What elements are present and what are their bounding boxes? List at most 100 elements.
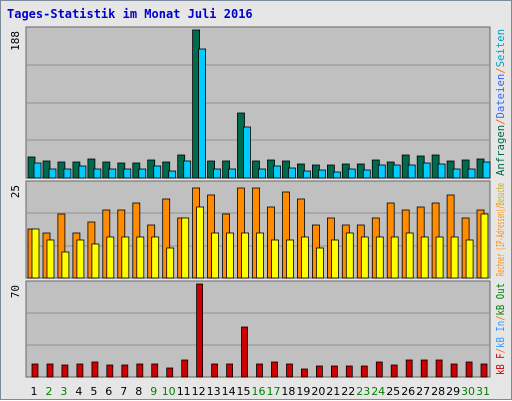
bar-requests-b-day-14 <box>228 168 237 179</box>
bar-kbf-a-day-31 <box>480 363 488 378</box>
bar-requests-b-day-20 <box>317 169 326 179</box>
bar-visits-b-day-23 <box>360 236 369 279</box>
bar-requests-b-day-1 <box>33 162 42 179</box>
bar-requests-b-day-12 <box>198 48 207 179</box>
bar-requests-b-day-30 <box>467 168 476 179</box>
side-legend-item: Besuche <box>494 183 507 205</box>
bar-visits-b-day-26 <box>405 232 414 279</box>
bar-requests-b-day-25 <box>392 164 401 179</box>
bar-visits-a-day-10 <box>162 198 171 279</box>
x-tick-day-16: 16 <box>252 385 266 398</box>
bar-kbf-a-day-2 <box>46 363 54 378</box>
x-tick-day-22: 22 <box>341 385 355 398</box>
x-tick-day-24: 24 <box>371 385 385 398</box>
bar-visits-b-day-27 <box>420 236 429 279</box>
bar-kbf-a-day-18 <box>286 363 293 378</box>
bar-requests-b-day-22 <box>347 168 356 179</box>
bar-kbf-a-day-14 <box>226 363 234 378</box>
side-legend-bottom: kB F/kB In/kB Out <box>494 283 507 375</box>
bar-requests-b-day-16 <box>258 168 266 179</box>
bar-kbf-a-day-27 <box>420 359 428 378</box>
x-tick-day-20: 20 <box>311 385 325 398</box>
bar-visits-b-day-5 <box>91 243 100 279</box>
bar-requests-b-day-27 <box>422 162 431 179</box>
bar-visits-b-day-21 <box>330 239 339 279</box>
x-tick-day-12: 12 <box>192 385 206 398</box>
bar-visits-b-day-9 <box>151 236 160 279</box>
bar-kbf-a-day-28 <box>435 359 443 378</box>
bar-visits-b-day-10 <box>166 247 175 279</box>
x-tick-day-7: 7 <box>120 385 127 398</box>
x-tick-day-17: 17 <box>267 385 281 398</box>
bar-kbf-a-day-11 <box>181 359 189 378</box>
bar-kbf-a-day-20 <box>315 365 323 378</box>
bar-requests-a-day-5 <box>87 158 96 179</box>
bar-kbf-a-day-23 <box>360 365 368 378</box>
bar-requests-b-day-18 <box>288 167 296 179</box>
x-tick-day-5: 5 <box>90 385 97 398</box>
bar-visits-b-day-8 <box>136 236 145 279</box>
bar-requests-b-day-26 <box>407 164 416 179</box>
bar-visits-b-day-19 <box>300 236 309 279</box>
bar-visits-b-day-7 <box>121 236 130 279</box>
side-legend-item: / <box>494 348 507 353</box>
bar-requests-a-day-21 <box>326 164 335 179</box>
bar-kbf-a-day-30 <box>465 361 473 378</box>
bar-requests-b-day-23 <box>362 169 371 179</box>
side-legend-item: / <box>494 67 507 73</box>
chart-title: Tages-Statistik im Monat Juli 2016 <box>7 7 253 21</box>
bar-visits-b-day-13 <box>211 232 220 279</box>
x-tick-day-2: 2 <box>46 385 53 398</box>
bar-requests-b-day-29 <box>452 168 461 179</box>
x-tick-day-28: 28 <box>431 385 445 398</box>
side-legend-item: Seiten <box>494 29 507 67</box>
bar-requests-b-day-11 <box>183 160 192 179</box>
bar-requests-b-day-17 <box>273 165 281 179</box>
bar-visits-a-day-29 <box>446 194 455 279</box>
x-tick-day-18: 18 <box>281 385 295 398</box>
bar-requests-b-day-21 <box>332 171 341 179</box>
bar-requests-b-day-24 <box>377 164 386 179</box>
bar-kbf-a-day-26 <box>405 359 413 378</box>
bar-requests-b-day-15 <box>243 126 251 179</box>
bar-visits-b-day-4 <box>76 239 85 279</box>
bar-requests-b-day-5 <box>93 168 102 179</box>
x-tick-day-25: 25 <box>386 385 400 398</box>
bar-kbf-a-day-13 <box>211 363 219 378</box>
bar-visits-a-day-18 <box>282 191 290 279</box>
x-tick-day-8: 8 <box>135 385 142 398</box>
bar-visits-b-day-30 <box>465 239 474 279</box>
x-tick-day-10: 10 <box>162 385 176 398</box>
bar-visits-b-day-15 <box>241 232 249 279</box>
x-tick-day-27: 27 <box>416 385 430 398</box>
bar-kbf-a-day-21 <box>330 365 338 378</box>
side-legend-item: kB In <box>494 321 507 348</box>
x-tick-day-23: 23 <box>356 385 370 398</box>
bar-kbf-a-day-29 <box>450 363 458 378</box>
x-tick-day-11: 11 <box>177 385 191 398</box>
side-legend-middle: Rechner (IP-Adressen)/Besuche <box>494 183 507 276</box>
bar-kbf-a-day-8 <box>136 363 144 378</box>
bar-kbf-a-day-12 <box>196 283 204 378</box>
bar-visits-b-day-17 <box>271 239 279 279</box>
y-max-label-kbf: 70 <box>9 285 22 298</box>
bar-requests-b-day-8 <box>138 168 147 179</box>
bar-visits-b-day-29 <box>450 236 459 279</box>
y-max-label-requests: 188 <box>9 31 22 51</box>
bar-visits-b-day-11 <box>181 217 190 279</box>
side-legend-item: kB Out <box>494 283 507 315</box>
x-tick-day-15: 15 <box>237 385 251 398</box>
side-legend-item: Rechner (IP-Adressen) <box>494 209 507 276</box>
x-tick-day-31: 31 <box>476 385 490 398</box>
bar-visits-b-day-3 <box>61 251 70 279</box>
x-tick-day-19: 19 <box>296 385 310 398</box>
side-legend-item: Anfragen <box>494 125 507 176</box>
bar-visits-b-day-22 <box>345 232 354 279</box>
bar-kbf-a-day-10 <box>166 367 174 378</box>
bar-requests-a-day-10 <box>162 161 171 179</box>
bar-requests-b-day-28 <box>437 163 446 179</box>
bar-requests-b-day-19 <box>302 170 311 179</box>
bar-visits-b-day-1 <box>31 228 40 279</box>
bar-visits-b-day-24 <box>375 236 384 279</box>
